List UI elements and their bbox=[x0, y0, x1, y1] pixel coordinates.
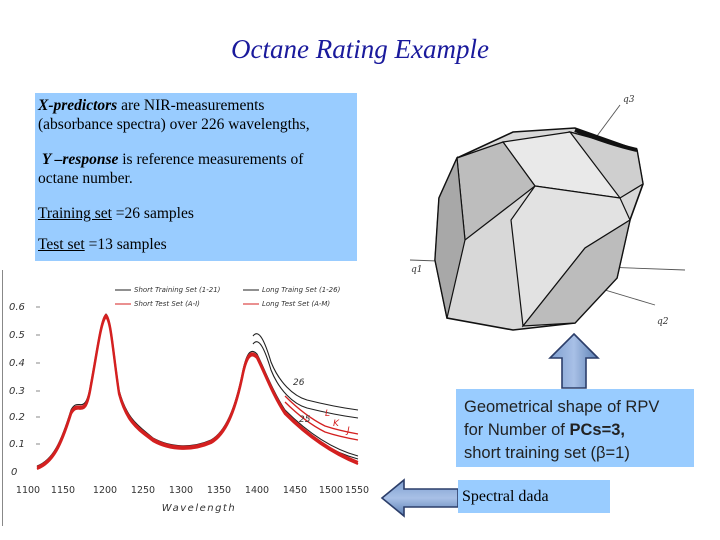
axis-label-q1: q1 bbox=[411, 265, 423, 275]
curve-annotation: K bbox=[333, 419, 340, 429]
x-tick-label: 1150 bbox=[51, 485, 75, 496]
rpv-polyhedron: q3 q1 q2 bbox=[409, 95, 686, 331]
caption-line-2: for Number of PCs=3, bbox=[464, 420, 625, 440]
curve-annotation: L bbox=[325, 409, 330, 419]
curve-annotation: J bbox=[345, 426, 350, 436]
x-tick-label: 1400 bbox=[245, 485, 269, 496]
info-box: X-predictors are NIR-measurements (absor… bbox=[35, 93, 357, 261]
training-set-text: Training set =26 samples bbox=[38, 204, 356, 223]
training-set-label: Training set bbox=[38, 205, 112, 222]
axis-label-q3: q3 bbox=[623, 95, 635, 105]
y-tick-label: 0.6 bbox=[9, 302, 25, 313]
y-tick-label: 0.2 bbox=[9, 412, 25, 423]
y-response-text: Y –response is reference measurements of… bbox=[38, 150, 356, 188]
slide-title: Octane Rating Example bbox=[231, 34, 489, 64]
caption-line-1: Geometrical shape of RPV bbox=[464, 398, 660, 416]
y-tick-label: 0.5 bbox=[9, 330, 25, 341]
x-predictors-term: X-predictors bbox=[38, 97, 118, 114]
y-response-desc: is reference measurements of bbox=[118, 151, 304, 168]
x-predictors-text: X-predictors are NIR-measurements (absor… bbox=[38, 96, 356, 134]
y-tick-label: 0.1 bbox=[9, 439, 25, 450]
y-tick-label: 0.3 bbox=[9, 386, 25, 397]
caption-line-2-text: for Number of bbox=[464, 421, 570, 439]
x-tick-label: 1300 bbox=[169, 485, 193, 496]
legend-long-training: Long Traing Set (1-26) bbox=[262, 286, 341, 294]
test-set-label: Test set bbox=[38, 236, 85, 253]
x-predictors-desc: are NIR-measurements bbox=[117, 97, 265, 114]
legend-short-test: Short Test Set (A-I) bbox=[134, 300, 200, 308]
arrow-left-icon bbox=[380, 478, 459, 518]
training-set-value: =26 samples bbox=[111, 205, 194, 222]
y-tick-label: 0.4 bbox=[9, 358, 25, 369]
spectral-data-label: Spectral dada bbox=[462, 488, 549, 505]
x-axis-label: Wavelength bbox=[162, 503, 236, 514]
x-tick-label: 1200 bbox=[93, 485, 117, 496]
test-spectra bbox=[36, 313, 359, 471]
rpv-facet bbox=[521, 218, 631, 327]
rpv-caption-box: Geometrical shape of RPV for Number of P… bbox=[456, 389, 694, 467]
legend-short-training: Short Training Set (1-21) bbox=[134, 286, 221, 294]
curve-annotation: 26 bbox=[293, 378, 305, 388]
arrow-up-icon bbox=[548, 332, 600, 389]
x-predictors-desc2: (absorbance spectra) over 226 wavelength… bbox=[38, 116, 310, 133]
test-set-value: =13 samples bbox=[84, 236, 167, 253]
x-tick-label: 1250 bbox=[131, 485, 155, 496]
curve-annotation: 25 bbox=[299, 415, 311, 425]
caption-line-3: short training set (β=1) bbox=[464, 444, 630, 462]
x-tick-label: 1350 bbox=[207, 485, 231, 496]
spectral-data-label-box: Spectral dada bbox=[458, 480, 610, 513]
y-response-desc2: octane number. bbox=[38, 170, 133, 187]
axis-label-q2: q2 bbox=[657, 317, 669, 327]
legend-long-test: Long Test Set (A-M) bbox=[262, 300, 330, 308]
y-tick-label: 0 bbox=[11, 467, 17, 478]
x-tick-label: 1550 bbox=[345, 485, 369, 496]
spectra-plot: 0.6 0.5 0.4 0.3 0.2 0.1 0 1100 1150 1200… bbox=[2, 270, 381, 526]
test-set-text: Test set =13 samples bbox=[38, 235, 356, 254]
x-tick-label: 1500 bbox=[319, 485, 343, 496]
caption-line-2-bold: PCs=3, bbox=[569, 421, 625, 439]
rpv-edge bbox=[574, 128, 638, 152]
x-tick-label: 1450 bbox=[283, 485, 307, 496]
y-response-term: Y –response bbox=[41, 151, 119, 168]
rpv-facet bbox=[434, 155, 466, 319]
x-tick-label: 1100 bbox=[16, 485, 40, 496]
